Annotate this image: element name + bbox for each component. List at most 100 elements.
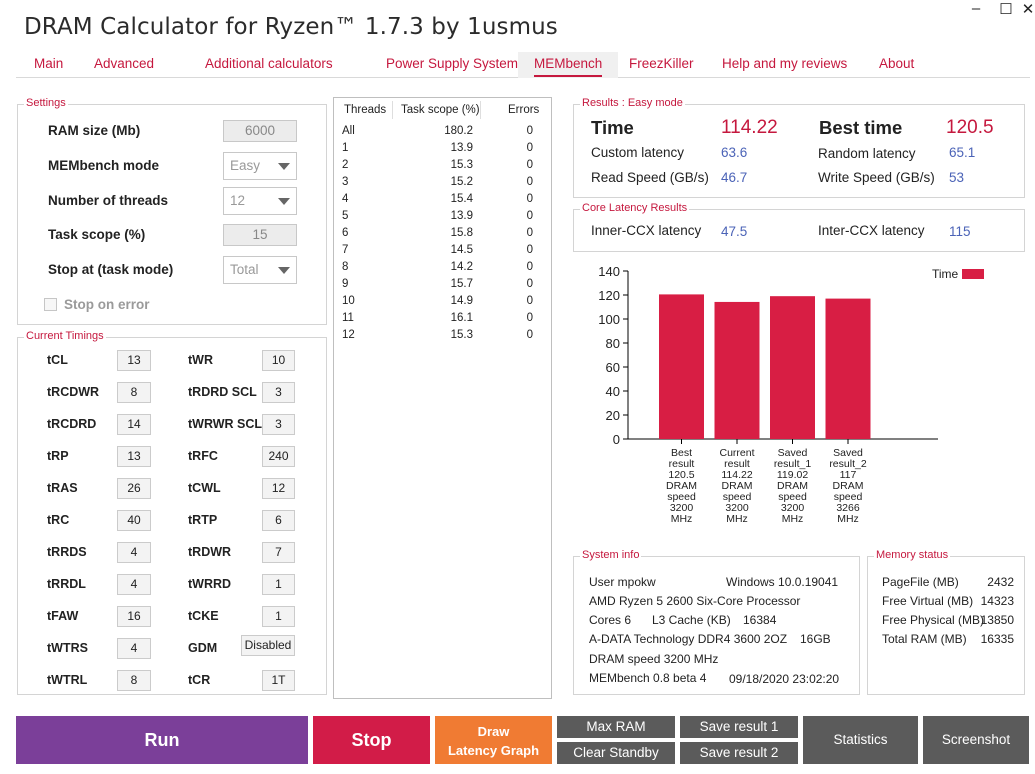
l3-cache-value: 16384 xyxy=(743,613,777,627)
statistics-button[interactable]: Statistics xyxy=(803,716,918,764)
inner-ccx-label: Inner-CCX latency xyxy=(591,223,702,238)
maximize-button[interactable]: ☐ xyxy=(999,1,1013,18)
cell-task-scope: 15.7 xyxy=(450,278,473,290)
task-scope-field[interactable]: 15 xyxy=(223,224,297,246)
stop-button[interactable]: Stop xyxy=(313,716,430,764)
membench-mode-select[interactable]: Easy xyxy=(223,152,297,180)
best-time-label: Best time xyxy=(819,117,903,138)
random-latency-label: Random latency xyxy=(818,146,916,161)
clear-standby-button[interactable]: Clear Standby xyxy=(557,742,675,764)
timing-value: 1 xyxy=(262,574,295,595)
x-category-label: Current xyxy=(719,447,754,459)
x-category-label: DRAM xyxy=(777,480,808,492)
minimize-button[interactable]: – xyxy=(971,0,981,17)
stop-at-select[interactable]: Total xyxy=(223,256,297,284)
x-category-label: DRAM xyxy=(833,480,864,492)
x-category-label: MHz xyxy=(671,513,693,525)
timing-label: tRRDL xyxy=(47,577,86,591)
tab-main[interactable]: Main xyxy=(34,56,64,71)
tab-help-reviews[interactable]: Help and my reviews xyxy=(722,56,848,71)
cell-thread: 2 xyxy=(342,159,349,171)
tab-about[interactable]: About xyxy=(879,56,915,71)
x-category-label: 3266 xyxy=(836,502,860,514)
memory-value: 14323 xyxy=(980,594,1014,608)
system-info-title: System info xyxy=(580,549,642,561)
core-latency-title: Core Latency Results xyxy=(580,202,690,214)
draw-label-line2: Latency Graph xyxy=(447,743,540,758)
cell-task-scope: 15.2 xyxy=(450,176,473,188)
y-tick-label: 20 xyxy=(606,408,620,423)
custom-latency-label: Custom latency xyxy=(591,145,685,160)
timing-value: 4 xyxy=(117,542,151,563)
ram-module: A-DATA Technology DDR4 3600 2OZ xyxy=(589,632,788,646)
threads-select[interactable]: 12 xyxy=(223,187,297,215)
cell-task-scope: 15.4 xyxy=(450,193,473,205)
timing-label: tCKE xyxy=(188,609,219,623)
y-tick-label: 140 xyxy=(598,264,620,279)
cell-thread: 11 xyxy=(342,312,354,324)
x-category-label: MHz xyxy=(837,513,859,525)
timing-label: tRRDS xyxy=(47,545,87,559)
cell-thread: 7 xyxy=(342,244,349,256)
x-category-label: result_1 xyxy=(774,458,812,470)
tab-freezkiller[interactable]: FreezKiller xyxy=(629,56,694,71)
timing-value: 12 xyxy=(262,478,295,499)
screenshot-button[interactable]: Screenshot xyxy=(923,716,1029,764)
settings-group: Settings RAM size (Mb) 6000 MEMbench mod… xyxy=(17,97,327,325)
y-tick-label: 60 xyxy=(606,360,620,375)
timing-value: 1 xyxy=(262,606,295,627)
col-errors-header[interactable]: Errors xyxy=(508,104,540,116)
threads-table[interactable]: Threads Task scope (%) Errors All 180.2 0 1… xyxy=(333,97,552,699)
memory-value: 13850 xyxy=(980,613,1014,627)
time-value: 114.22 xyxy=(721,117,778,138)
tab-power-supply-system[interactable]: Power Supply System xyxy=(386,56,519,71)
cell-errors: 0 xyxy=(526,244,533,256)
system-info-group: System info User mpokw Windows 10.0.1904… xyxy=(573,549,860,695)
memory-value: 16335 xyxy=(980,632,1014,646)
cell-task-scope: 16.1 xyxy=(450,312,473,324)
timing-value: 40 xyxy=(117,510,151,531)
draw-latency-graph-button[interactable]: Draw Latency Graph xyxy=(435,716,552,764)
run-button[interactable]: Run xyxy=(16,716,308,764)
timing-value: 7 xyxy=(262,542,295,563)
x-category-label: DRAM xyxy=(666,480,697,492)
chevron-down-icon xyxy=(278,198,290,205)
col-task-scope-header[interactable]: Task scope (%) xyxy=(401,104,480,116)
col-threads-header[interactable]: Threads xyxy=(344,104,387,116)
user-name: User mpokw xyxy=(589,575,656,589)
timing-value: 4 xyxy=(117,574,151,595)
memory-label: Total RAM (MB) xyxy=(882,632,967,646)
max-ram-button[interactable]: Max RAM xyxy=(557,716,675,738)
chart-bar xyxy=(714,301,760,439)
legend-swatch xyxy=(962,269,984,279)
close-button[interactable]: ✕ xyxy=(1021,1,1035,18)
stop-at-value: Total xyxy=(230,262,259,277)
inner-ccx-value: 47.5 xyxy=(721,224,748,239)
ram-size-field[interactable]: 6000 xyxy=(223,120,297,142)
tab-membench[interactable]: MEMbench xyxy=(534,56,603,77)
timing-label: tCL xyxy=(47,353,68,367)
y-tick-label: 80 xyxy=(606,336,620,351)
timing-label: tWR xyxy=(188,353,213,367)
save-result-2-button[interactable]: Save result 2 xyxy=(680,742,798,764)
stop-on-error-checkbox[interactable] xyxy=(44,298,57,311)
ram-size: 16GB xyxy=(800,632,831,646)
timing-label: tFAW xyxy=(47,609,79,623)
inter-ccx-label: Inter-CCX latency xyxy=(818,223,925,238)
cell-errors: 0 xyxy=(526,329,533,341)
timing-value: 4 xyxy=(117,638,151,659)
timing-label: GDM xyxy=(188,641,218,655)
cell-errors: 0 xyxy=(526,210,533,222)
timing-value: 240 xyxy=(262,446,295,467)
cell-thread: 4 xyxy=(342,193,349,205)
tab-advanced[interactable]: Advanced xyxy=(94,56,155,71)
date-time: 09/18/2020 23:02:20 xyxy=(729,672,840,686)
cell-task-scope: 15.8 xyxy=(450,227,473,239)
tab-additional-calculators[interactable]: Additional calculators xyxy=(205,56,333,71)
memory-status-group: Memory status PageFile (MB) 2432 Free Virt… xyxy=(867,549,1025,695)
memory-label: PageFile (MB) xyxy=(882,575,959,589)
cell-task-scope: 15.3 xyxy=(450,159,473,171)
save-result-1-button[interactable]: Save result 1 xyxy=(680,716,798,738)
cell-task-scope: 13.9 xyxy=(450,210,473,222)
x-category-label: result xyxy=(724,458,750,470)
